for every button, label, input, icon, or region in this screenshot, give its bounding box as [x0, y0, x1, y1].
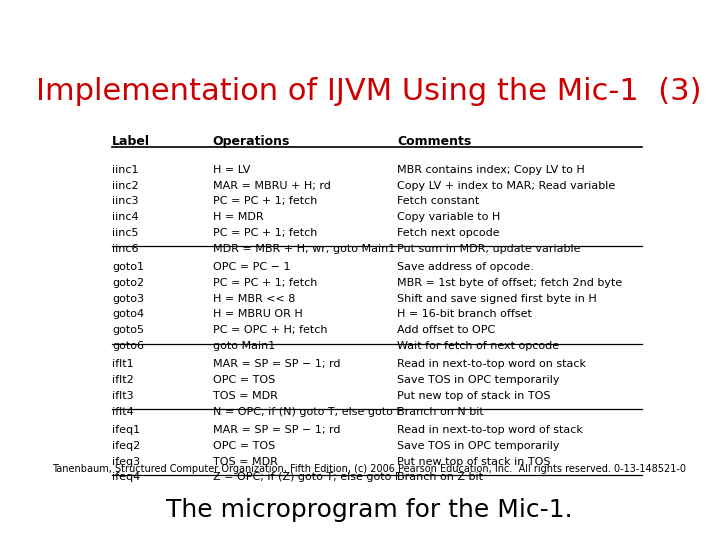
Text: Fetch next opcode: Fetch next opcode: [397, 228, 500, 238]
Text: MDR = MBR + H; wr; goto Main1: MDR = MBR + H; wr; goto Main1: [213, 244, 395, 254]
Text: MBR contains index; Copy LV to H: MBR contains index; Copy LV to H: [397, 165, 585, 175]
Text: MAR = MBRU + H; rd: MAR = MBRU + H; rd: [213, 180, 330, 191]
Text: H = LV: H = LV: [213, 165, 250, 175]
Text: iinc4: iinc4: [112, 212, 139, 222]
Text: iinc1: iinc1: [112, 165, 139, 175]
Text: iinc5: iinc5: [112, 228, 139, 238]
Text: iinc2: iinc2: [112, 180, 139, 191]
Text: Z = OPC; if (Z) goto T; else goto F: Z = OPC; if (Z) goto T; else goto F: [213, 472, 401, 483]
Text: Save TOS in OPC temporarily: Save TOS in OPC temporarily: [397, 441, 559, 451]
Text: H = 16-bit branch offset: H = 16-bit branch offset: [397, 309, 532, 320]
Text: iinc3: iinc3: [112, 197, 139, 206]
Text: goto4: goto4: [112, 309, 145, 320]
Text: Branch on N bit: Branch on N bit: [397, 407, 484, 417]
Text: Save address of opcode.: Save address of opcode.: [397, 262, 534, 272]
Text: Put new top of stack in TOS: Put new top of stack in TOS: [397, 457, 550, 467]
Text: iinc6: iinc6: [112, 244, 139, 254]
Text: Comments: Comments: [397, 136, 471, 148]
Text: Add offset to OPC: Add offset to OPC: [397, 325, 495, 335]
Text: PC = PC + 1; fetch: PC = PC + 1; fetch: [213, 197, 317, 206]
Text: N = OPC; if (N) goto T; else goto F: N = OPC; if (N) goto T; else goto F: [213, 407, 402, 417]
Text: Copy variable to H: Copy variable to H: [397, 212, 500, 222]
Text: PC = OPC + H; fetch: PC = OPC + H; fetch: [213, 325, 328, 335]
Text: Shift and save signed first byte in H: Shift and save signed first byte in H: [397, 294, 597, 303]
Text: iflt2: iflt2: [112, 375, 134, 385]
Text: Fetch constant: Fetch constant: [397, 197, 479, 206]
Text: iflt3: iflt3: [112, 391, 134, 401]
Text: Put sum in MDR; update variable: Put sum in MDR; update variable: [397, 244, 580, 254]
Text: Wait for fetch of next opcode: Wait for fetch of next opcode: [397, 341, 559, 351]
Text: Read in next-to-top word on stack: Read in next-to-top word on stack: [397, 360, 586, 369]
Text: Put new top of stack in TOS: Put new top of stack in TOS: [397, 391, 550, 401]
Text: Save TOS in OPC temporarily: Save TOS in OPC temporarily: [397, 375, 559, 385]
Text: PC = PC + 1; fetch: PC = PC + 1; fetch: [213, 228, 317, 238]
Text: ifeq4: ifeq4: [112, 472, 140, 483]
Text: TOS = MDR: TOS = MDR: [213, 457, 278, 467]
Text: MBR = 1st byte of offset; fetch 2nd byte: MBR = 1st byte of offset; fetch 2nd byte: [397, 278, 622, 288]
Text: Copy LV + index to MAR; Read variable: Copy LV + index to MAR; Read variable: [397, 180, 615, 191]
Text: The microprogram for the Mic-1.: The microprogram for the Mic-1.: [166, 498, 572, 522]
Text: Tanenbaum, Structured Computer Organization, Fifth Edition, (c) 2006 Pearson Edu: Tanenbaum, Structured Computer Organizat…: [52, 464, 686, 474]
Text: ifeq2: ifeq2: [112, 441, 140, 451]
Text: iflt4: iflt4: [112, 407, 134, 417]
Text: MAR = SP = SP − 1; rd: MAR = SP = SP − 1; rd: [213, 425, 341, 435]
Text: goto2: goto2: [112, 278, 145, 288]
Text: OPC = TOS: OPC = TOS: [213, 441, 275, 451]
Text: iflt1: iflt1: [112, 360, 134, 369]
Text: ifeq1: ifeq1: [112, 425, 140, 435]
Text: Branch on Z bit: Branch on Z bit: [397, 472, 483, 483]
Text: goto5: goto5: [112, 325, 144, 335]
Text: goto6: goto6: [112, 341, 144, 351]
Text: H = MBRU OR H: H = MBRU OR H: [213, 309, 302, 320]
Text: OPC = PC − 1: OPC = PC − 1: [213, 262, 290, 272]
Text: H = MDR: H = MDR: [213, 212, 264, 222]
Text: goto1: goto1: [112, 262, 144, 272]
Text: ifeq3: ifeq3: [112, 457, 140, 467]
Text: Read in next-to-top word of stack: Read in next-to-top word of stack: [397, 425, 582, 435]
Text: H = MBR << 8: H = MBR << 8: [213, 294, 295, 303]
Text: Label: Label: [112, 136, 150, 148]
Text: goto Main1: goto Main1: [213, 341, 275, 351]
Text: OPC = TOS: OPC = TOS: [213, 375, 275, 385]
Text: Implementation of IJVM Using the Mic-1  (3): Implementation of IJVM Using the Mic-1 (…: [36, 77, 702, 106]
Text: MAR = SP = SP − 1; rd: MAR = SP = SP − 1; rd: [213, 360, 341, 369]
Text: PC = PC + 1; fetch: PC = PC + 1; fetch: [213, 278, 317, 288]
Text: TOS = MDR: TOS = MDR: [213, 391, 278, 401]
Text: goto3: goto3: [112, 294, 144, 303]
Text: Operations: Operations: [213, 136, 290, 148]
